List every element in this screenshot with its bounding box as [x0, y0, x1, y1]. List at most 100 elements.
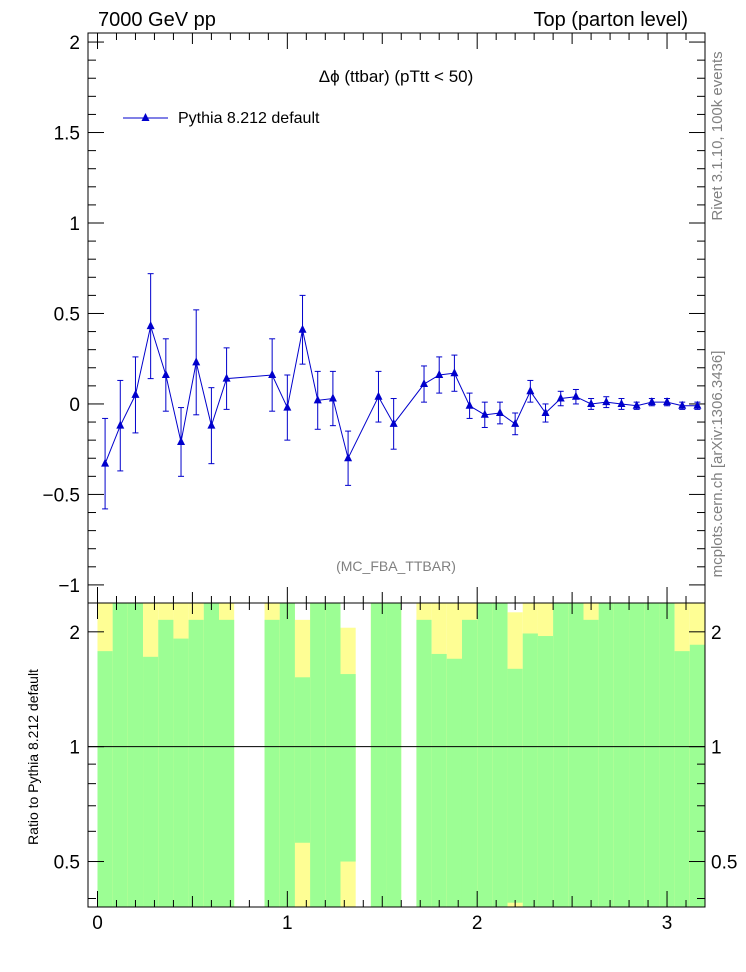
data-point	[480, 409, 489, 418]
data-point	[647, 397, 656, 406]
legend-label: Pythia 8.212 default	[178, 110, 320, 127]
main-y-tick-label: 0	[69, 395, 80, 416]
ratio-green-band	[143, 656, 159, 907]
data-point	[298, 324, 307, 333]
data-point	[283, 402, 292, 411]
data-point	[207, 420, 216, 429]
data-point	[587, 398, 596, 407]
data-point	[526, 386, 535, 395]
ratio-y-tick-label: 0.5	[54, 853, 80, 874]
data-point	[161, 370, 170, 378]
ratio-green-band	[294, 677, 311, 843]
main-title: Δϕ (ttbar) (pTtt < 50)	[319, 67, 474, 86]
data-point	[632, 400, 641, 409]
ratio-green-band	[158, 619, 174, 907]
data-point	[435, 370, 444, 378]
data-point	[192, 357, 201, 366]
data-point	[131, 389, 140, 398]
data-point	[571, 391, 580, 400]
ratio-x-tick-label: 2	[472, 913, 483, 934]
ratio-y-tick-label: 1	[69, 738, 80, 759]
ratio-green-band	[340, 674, 356, 862]
ratio-green-band	[386, 603, 402, 907]
ratio-green-band	[127, 603, 144, 907]
data-point	[617, 398, 626, 407]
data-point	[465, 400, 474, 409]
ratio-green-band	[629, 603, 645, 907]
ratio-green-band	[674, 651, 690, 907]
ratio-green-band	[492, 603, 508, 907]
data-point	[678, 400, 687, 409]
ratio-y-tick-label-right: 1	[711, 738, 722, 759]
data-point	[693, 400, 702, 409]
ratio-frame	[87, 602, 706, 908]
main-y-tick-label: 1.5	[54, 124, 80, 145]
ratio-green-band	[583, 619, 599, 907]
ratio-green-band	[537, 636, 554, 907]
main-y-tick-label: 1	[69, 214, 80, 235]
data-point	[511, 418, 520, 427]
ratio-green-band	[644, 603, 660, 907]
legend: Pythia 8.212 default	[123, 110, 320, 127]
ratio-green-band	[659, 603, 675, 907]
data-point	[146, 321, 155, 330]
main-y-tick-label: 0.5	[54, 304, 80, 325]
ratio-green-band	[598, 603, 614, 907]
ratio-panel: Ratio to Pythia 8.212 default 0 1 2 3 0.5 0.5…	[25, 602, 737, 934]
data-point	[495, 408, 504, 416]
main-panel: Δϕ (ttbar) (pTtt < 50) (MC_FBA_TTBAR) Py…	[42, 32, 706, 604]
ratio-x-tick-label: 0	[92, 913, 103, 934]
ratio-green-band	[416, 619, 432, 907]
ratio-green-band	[279, 603, 295, 907]
ratio-y-tick-label-right: 2	[711, 623, 722, 644]
ratio-green-band	[203, 603, 219, 907]
data-point	[420, 379, 429, 388]
main-y-tick-label: −1	[58, 576, 80, 597]
ratio-green-band	[613, 603, 630, 907]
data-point	[450, 368, 459, 377]
ratio-x-tick-label: 1	[282, 913, 293, 934]
data-point	[268, 370, 277, 378]
header-left: 7000 GeV pp	[98, 9, 216, 31]
legend-marker	[141, 113, 150, 121]
data-point	[101, 458, 110, 467]
series-line	[104, 324, 698, 464]
ratio-green-band	[431, 653, 447, 907]
ratio-y-tick-label-right: 0.5	[711, 853, 737, 874]
ratio-green-band	[264, 619, 280, 907]
data-point	[602, 397, 611, 406]
watermark: (MC_FBA_TTBAR)	[336, 558, 456, 574]
header-right: Top (parton level)	[533, 9, 688, 31]
data-point	[541, 408, 550, 416]
data-point	[556, 393, 565, 402]
ratio-green-band	[446, 658, 462, 907]
data-point	[663, 397, 672, 406]
ratio-green-band	[325, 603, 341, 907]
ratio-green-band	[461, 619, 478, 907]
ratio-green-band	[112, 603, 128, 907]
data-point	[222, 373, 231, 382]
ratio-green-band	[370, 603, 387, 907]
ratio-y-tick-label: 2	[69, 623, 80, 644]
mcplots-label: mcplots.cern.ch [arXiv:1306.3436]	[709, 351, 726, 578]
main-y-tick-label: 2	[69, 33, 80, 54]
data-point	[389, 418, 398, 427]
ratio-x-tick-label: 3	[662, 913, 673, 934]
ratio-green-band	[97, 651, 113, 907]
main-y-tick-label: −0.5	[42, 485, 80, 506]
ratio-green-band	[188, 619, 204, 907]
data-point	[344, 453, 353, 462]
data-point	[116, 420, 125, 429]
ratio-green-band	[477, 603, 493, 907]
ratio-green-band	[218, 619, 235, 907]
data-point	[374, 391, 383, 400]
ratio-green-band	[689, 644, 705, 907]
ratio-green-band	[522, 633, 538, 907]
ratio-green-band	[310, 603, 326, 907]
ratio-green-band	[553, 603, 569, 907]
ratio-green-band	[568, 603, 584, 907]
data-point	[313, 395, 322, 404]
data-point	[177, 436, 186, 445]
ratio-ylabel: Ratio to Pythia 8.212 default	[25, 669, 41, 845]
